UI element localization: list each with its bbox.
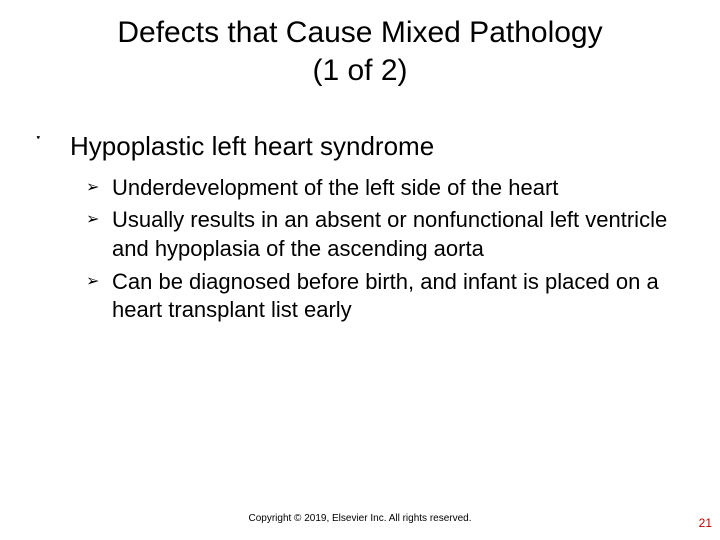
- level2-item: ➢ Usually results in an absent or nonfun…: [86, 206, 684, 263]
- slide-body: ་ Hypoplastic left heart syndrome ➢ Unde…: [36, 130, 684, 329]
- level2-bullet-icon: ➢: [86, 268, 112, 293]
- slide: Defects that Cause Mixed Pathology (1 of…: [0, 0, 720, 540]
- title-line-1: Defects that Cause Mixed Pathology: [117, 16, 602, 49]
- level2-text: Underdevelopment of the left side of the…: [112, 174, 558, 203]
- level2-item: ➢ Can be diagnosed before birth, and inf…: [86, 268, 684, 325]
- level2-text: Usually results in an absent or nonfunct…: [112, 206, 684, 263]
- level2-item: ➢ Underdevelopment of the left side of t…: [86, 174, 684, 203]
- slide-title: Defects that Cause Mixed Pathology (1 of…: [0, 14, 720, 89]
- level1-bullet-icon: ་: [36, 130, 70, 159]
- level2-list: ➢ Underdevelopment of the left side of t…: [86, 174, 684, 325]
- page-number: 21: [699, 516, 712, 530]
- level1-item: ་ Hypoplastic left heart syndrome: [36, 130, 684, 164]
- level1-text: Hypoplastic left heart syndrome: [70, 130, 434, 164]
- title-line-2: (1 of 2): [312, 54, 407, 87]
- copyright-footer: Copyright © 2019, Elsevier Inc. All righ…: [0, 513, 720, 524]
- level2-text: Can be diagnosed before birth, and infan…: [112, 268, 684, 325]
- level2-bullet-icon: ➢: [86, 206, 112, 231]
- level2-bullet-icon: ➢: [86, 174, 112, 199]
